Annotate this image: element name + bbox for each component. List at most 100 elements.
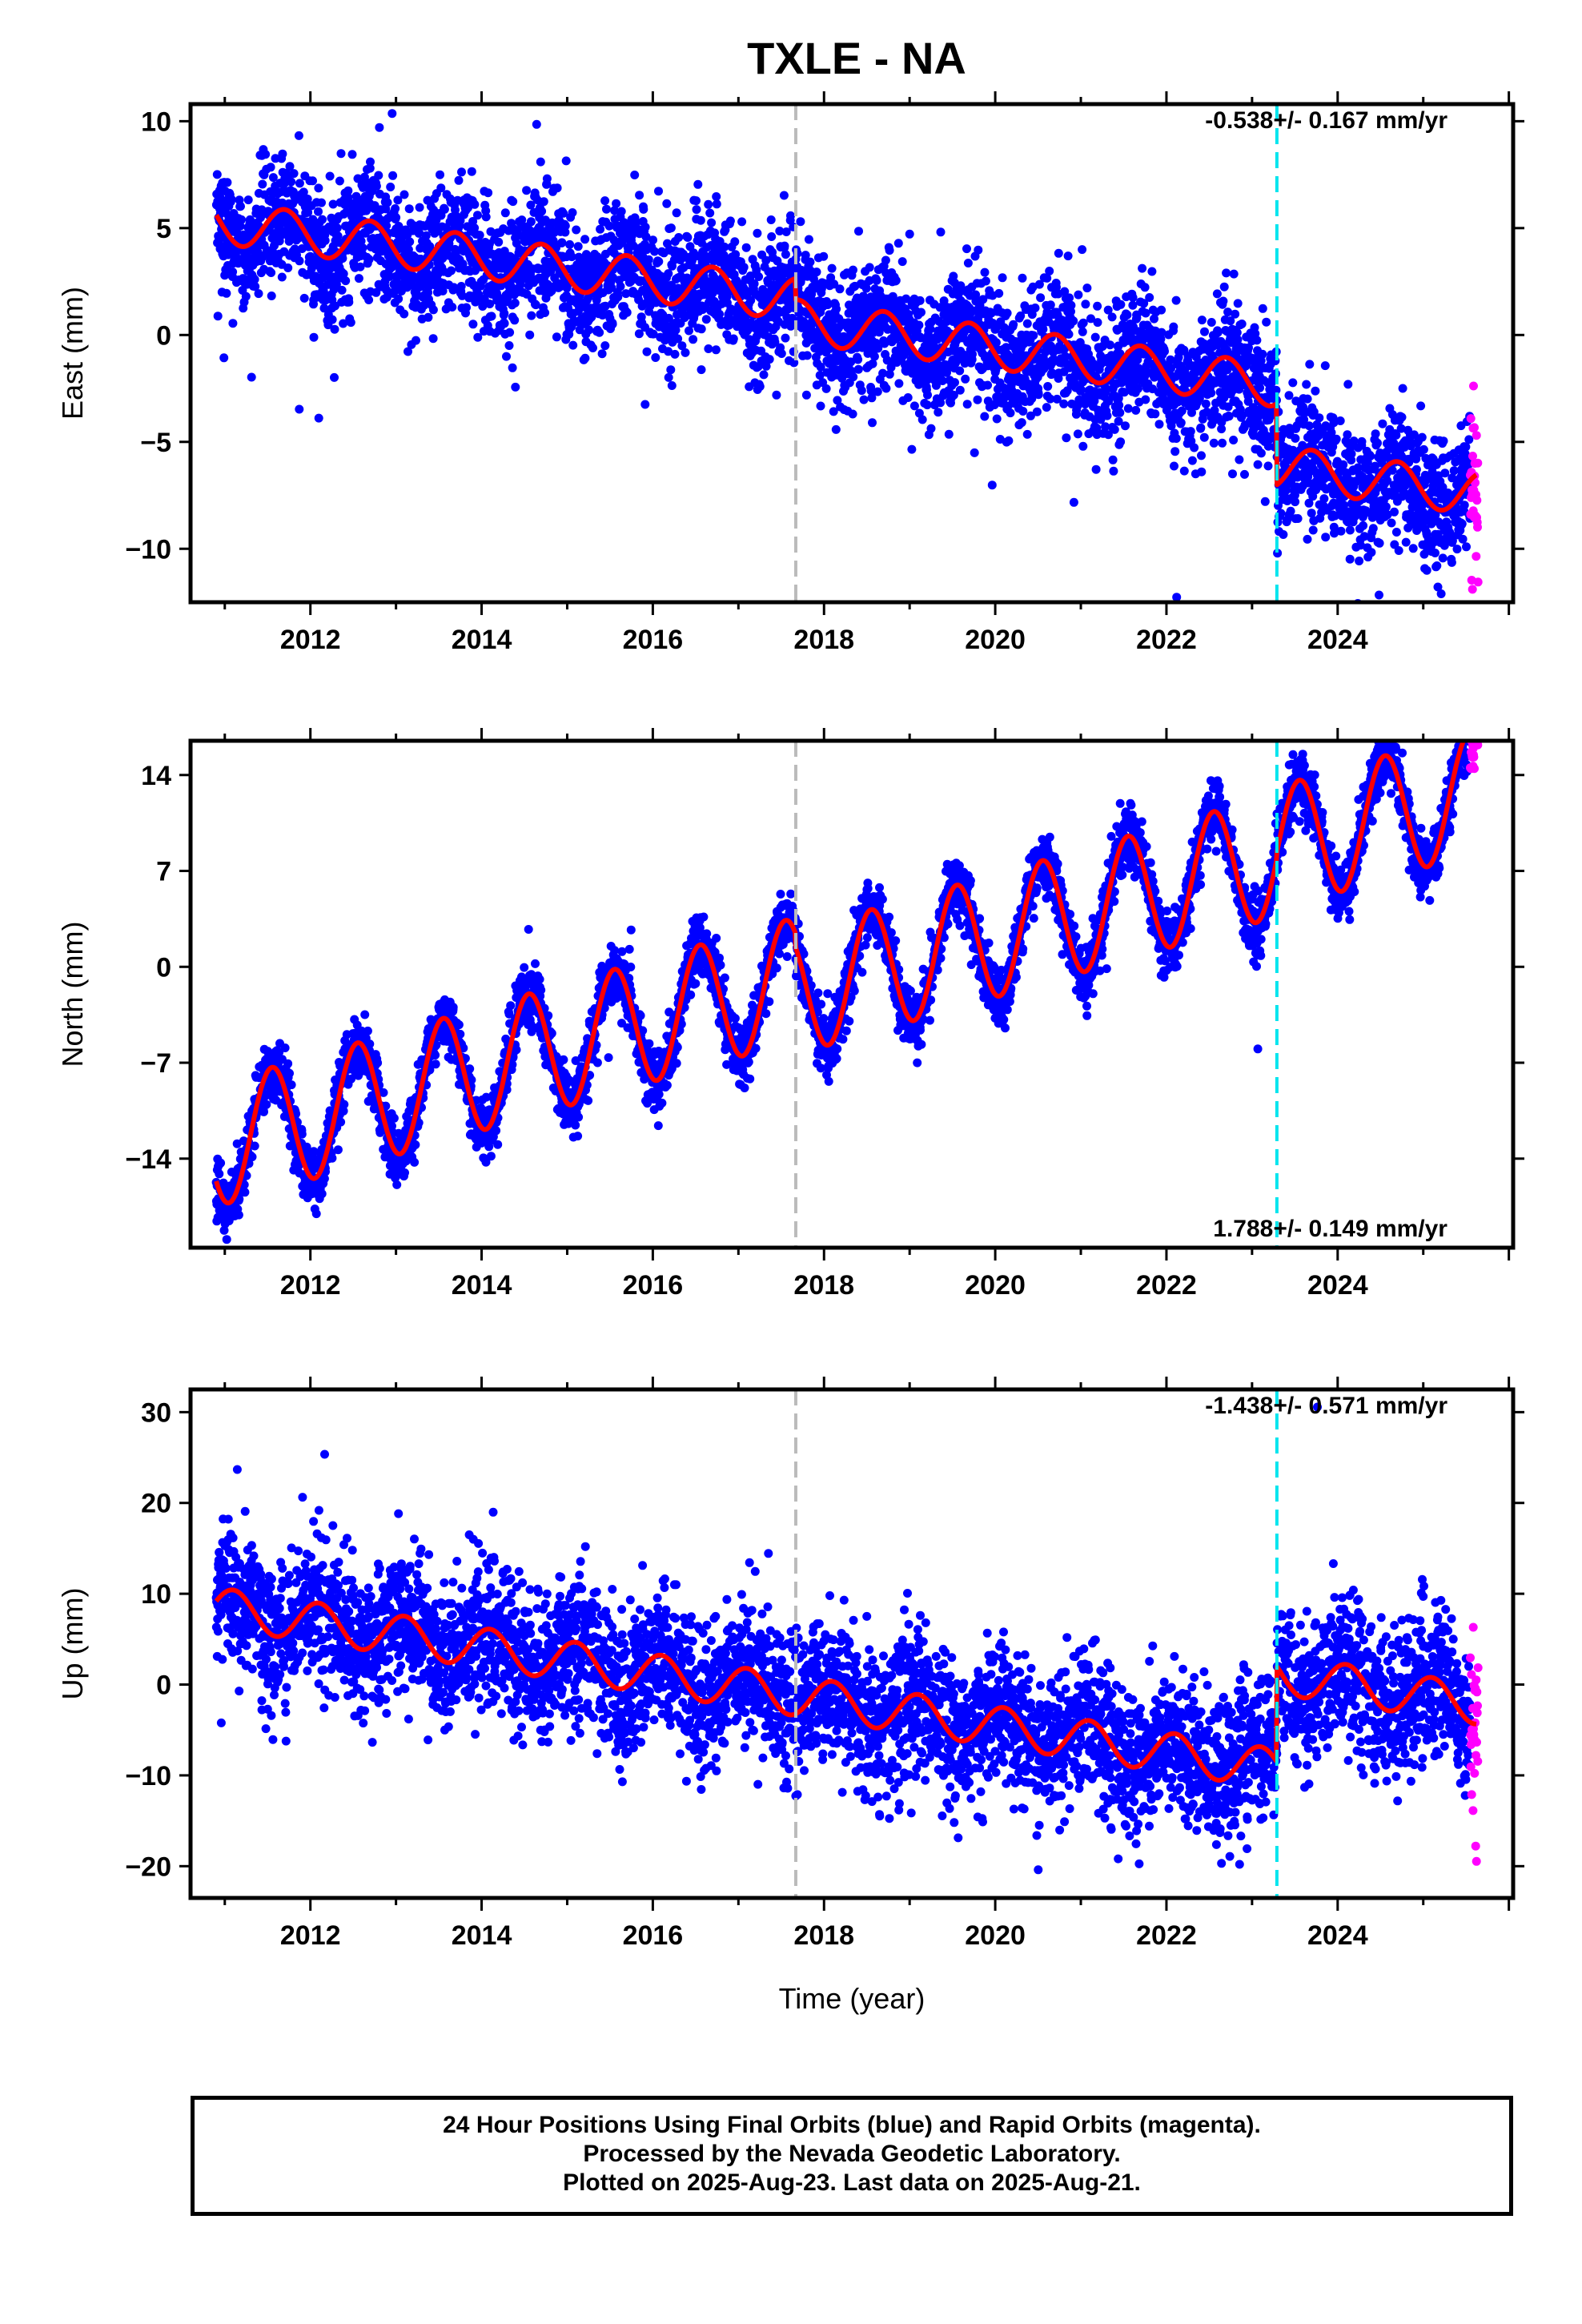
data-point	[1171, 296, 1181, 305]
data-point	[1284, 391, 1294, 400]
data-point	[832, 304, 841, 314]
data-point	[854, 227, 863, 236]
data-point	[1319, 494, 1329, 504]
data-point	[1466, 414, 1476, 424]
data-point	[1176, 418, 1186, 428]
data-point	[1321, 533, 1331, 542]
data-point	[1074, 290, 1083, 300]
data-point	[635, 191, 644, 200]
data-point	[891, 275, 901, 285]
data-point	[968, 349, 977, 359]
data-point	[693, 179, 703, 189]
data-point	[1472, 496, 1482, 505]
data-point	[848, 409, 857, 419]
data-point	[696, 215, 705, 225]
data-point	[923, 390, 932, 400]
data-point	[772, 390, 781, 400]
data-point	[765, 355, 774, 364]
data-point	[500, 319, 509, 328]
data-point	[374, 171, 383, 180]
data-point	[1240, 469, 1249, 479]
data-point	[737, 217, 747, 227]
data-point	[314, 413, 323, 423]
data-point	[1335, 416, 1345, 425]
data-point	[505, 328, 515, 337]
data-point	[454, 175, 464, 185]
data-point	[853, 355, 863, 364]
data-point	[1069, 497, 1078, 507]
data-point	[1452, 545, 1462, 554]
data-point	[337, 285, 347, 295]
data-point	[654, 257, 664, 267]
data-point	[861, 283, 871, 293]
data-point	[692, 196, 701, 206]
data-point	[1002, 308, 1012, 318]
data-point	[1138, 263, 1147, 273]
data-point	[897, 257, 907, 267]
data-point	[1343, 380, 1353, 389]
data-point	[1311, 386, 1320, 396]
data-point	[314, 183, 323, 193]
data-point	[219, 353, 229, 363]
data-point	[415, 228, 424, 238]
data-point	[1387, 518, 1396, 528]
data-point	[1054, 248, 1063, 258]
data-point	[654, 187, 663, 196]
data-point	[1073, 429, 1082, 439]
data-point	[1017, 418, 1026, 428]
data-point	[981, 276, 990, 286]
data-point	[1401, 537, 1411, 547]
data-point	[580, 235, 590, 244]
data-point	[486, 227, 496, 236]
data-point	[831, 424, 841, 434]
data-point	[382, 292, 391, 302]
data-point	[1034, 390, 1043, 400]
data-point	[613, 292, 623, 302]
data-point	[1256, 448, 1266, 458]
data-point	[1078, 441, 1088, 451]
data-point	[909, 401, 919, 411]
y-tick-label: −5	[140, 428, 171, 458]
data-point	[237, 215, 247, 224]
data-point	[1469, 381, 1478, 391]
data-point	[681, 348, 690, 357]
data-point	[802, 351, 812, 360]
data-point	[666, 223, 676, 233]
data-point	[319, 287, 328, 297]
data-point	[894, 379, 904, 388]
data-point	[1262, 317, 1271, 327]
data-point	[575, 325, 584, 335]
data-point	[602, 204, 611, 214]
data-point	[1128, 300, 1138, 310]
data-point	[457, 167, 466, 177]
data-point	[827, 263, 837, 273]
data-point	[1357, 436, 1367, 446]
data-point	[502, 352, 511, 361]
data-point	[998, 273, 1007, 283]
data-point	[1288, 378, 1298, 388]
data-point	[222, 288, 231, 298]
data-point	[1036, 293, 1046, 303]
data-point	[1147, 267, 1157, 276]
data-point	[1304, 421, 1314, 431]
data-point	[527, 311, 536, 320]
data-point	[289, 169, 299, 179]
data-point	[1197, 451, 1206, 460]
data-point	[1043, 382, 1053, 391]
data-point	[228, 267, 238, 276]
data-point	[1107, 312, 1117, 322]
data-point	[404, 347, 412, 356]
data-point	[267, 292, 276, 300]
data-point	[1197, 467, 1207, 476]
data-point	[330, 324, 339, 334]
data-point	[963, 259, 973, 267]
data-point	[1121, 421, 1130, 431]
data-point	[1102, 411, 1112, 420]
data-point	[283, 263, 293, 272]
data-point	[881, 384, 891, 393]
data-point	[725, 216, 735, 226]
data-point	[1219, 296, 1228, 306]
data-point	[462, 303, 471, 312]
